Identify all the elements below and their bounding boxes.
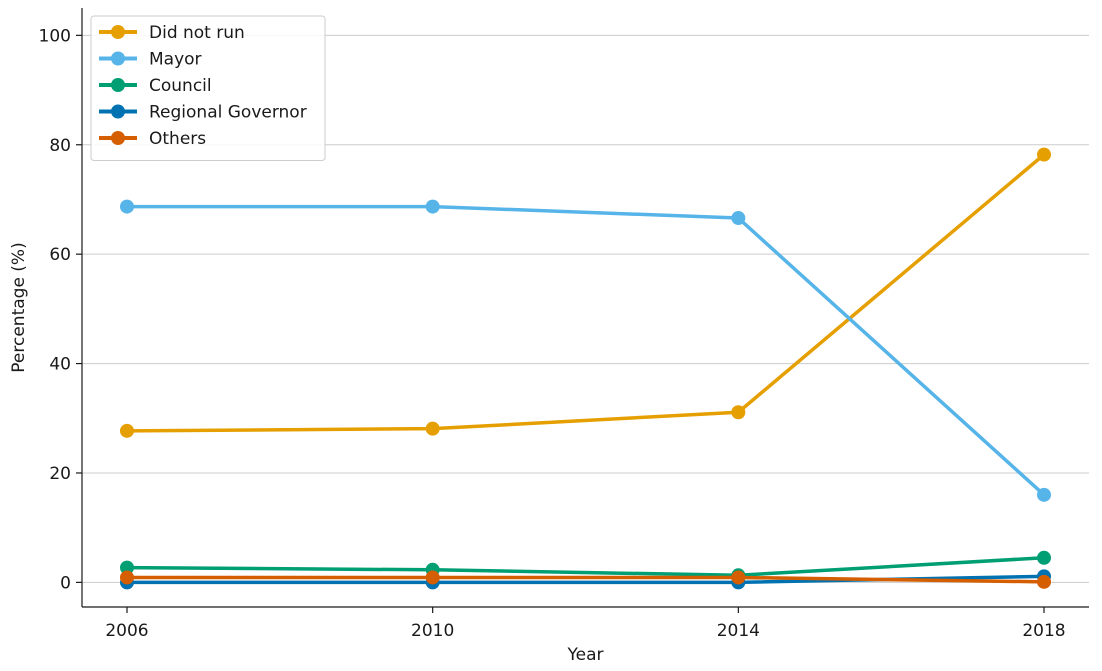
x-tick-label: 2018 xyxy=(1022,621,1065,641)
legend-swatch-marker xyxy=(111,131,125,145)
series-others xyxy=(120,570,1051,589)
legend-swatch-marker xyxy=(111,104,125,119)
series-did-not-run xyxy=(120,147,1051,438)
data-point xyxy=(1037,147,1051,162)
data-point xyxy=(425,421,440,436)
data-point xyxy=(120,570,134,585)
legend-label: Mayor xyxy=(149,50,202,70)
legend-item: Others xyxy=(99,129,206,149)
data-point xyxy=(425,570,440,585)
legend-swatch-marker xyxy=(111,78,125,92)
x-axis-label: Year xyxy=(567,645,604,665)
legend-swatch-marker xyxy=(111,51,125,66)
data-point xyxy=(1037,550,1051,565)
data-point xyxy=(1037,487,1051,502)
y-tick-label: 60 xyxy=(49,245,71,265)
data-point xyxy=(120,423,134,438)
legend-item: Council xyxy=(99,76,212,96)
series-layer xyxy=(120,147,1051,590)
data-point xyxy=(731,570,746,585)
data-point xyxy=(731,211,746,226)
y-tick-label: 40 xyxy=(49,355,71,375)
y-tick-label: 20 xyxy=(49,464,71,484)
x-axis-ticks: 2006 2010 2014 2018 xyxy=(105,607,1066,641)
x-tick-label: 2010 xyxy=(411,621,454,641)
series-line xyxy=(125,204,1046,497)
series-line xyxy=(125,575,1046,584)
axes-layer xyxy=(81,8,1089,608)
x-tick-label: 2006 xyxy=(105,621,148,641)
x-tick-label: 2014 xyxy=(717,621,760,641)
legend-items: Did not run Mayor Council Regional Governor… xyxy=(99,23,307,149)
legend-label: Others xyxy=(149,129,206,149)
y-axis-ticks: 0 20 40 60 80 100 xyxy=(39,26,82,593)
data-point xyxy=(425,199,440,214)
legend-item: Did not run xyxy=(99,23,245,43)
legend-box xyxy=(90,15,326,161)
legend: Did not run Mayor Council Regional Governor… xyxy=(90,15,326,161)
series-mayor xyxy=(120,199,1051,502)
series-line xyxy=(125,152,1046,433)
data-point xyxy=(1037,574,1051,589)
legend-item: Mayor xyxy=(99,50,202,70)
y-tick-label: 100 xyxy=(39,26,71,46)
y-tick-label: 0 xyxy=(60,573,71,593)
legend-item: Regional Governor xyxy=(99,103,307,123)
legend-label: Regional Governor xyxy=(149,103,307,123)
data-point xyxy=(120,560,134,575)
data-point xyxy=(731,405,746,420)
data-point xyxy=(120,199,134,214)
legend-label: Did not run xyxy=(149,23,245,43)
y-axis-label: Percentage (%) xyxy=(9,242,29,372)
series-line xyxy=(125,556,1046,578)
y-tick-label: 80 xyxy=(49,136,71,156)
legend-swatch-marker xyxy=(111,25,125,39)
legend-label: Council xyxy=(149,76,212,96)
